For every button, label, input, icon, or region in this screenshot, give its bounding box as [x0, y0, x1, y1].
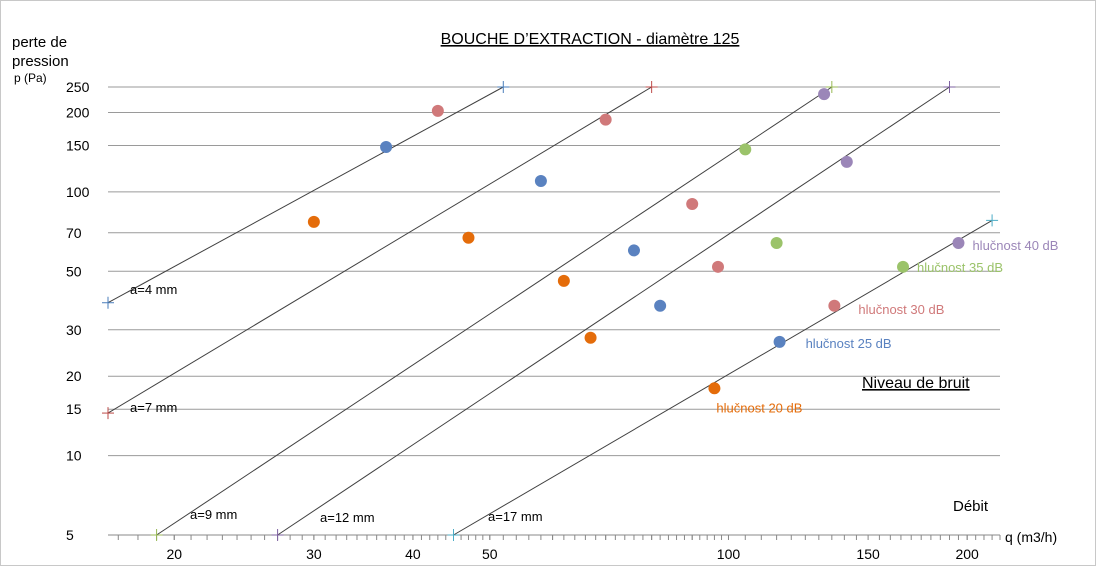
noise-label-hlu-nost-40-db: hlučnost 40 dB: [972, 238, 1058, 253]
noise-point-hlu-nost-30-db: [711, 260, 724, 273]
series-a-17-mm: a=17 mm: [447, 214, 999, 541]
series-endpoint-marker-a-17-mm: [986, 214, 999, 227]
noise-point-hlu-nost-25-db: [534, 175, 547, 188]
series-label-a-4-mm: a=4 mm: [130, 282, 177, 297]
series-endpoint-marker-a-9-mm: [150, 529, 163, 541]
y-tick-label-20: 20: [66, 368, 82, 384]
series-endpoint-marker-a-12-mm: [943, 81, 956, 93]
y-axis-label-line3: p (Pa): [14, 71, 47, 85]
noise-label-hlu-nost-35-db: hlučnost 35 dB: [917, 260, 1003, 275]
noise-point-hlu-nost-20-db: [462, 231, 475, 244]
x-tick-label-50: 50: [482, 546, 498, 562]
x-axis-label: q (m3/h): [1005, 529, 1057, 545]
series-label-a-17-mm: a=17 mm: [488, 509, 543, 524]
noise-point-hlu-nost-30-db: [431, 104, 444, 117]
noise-point-hlu-nost-25-db: [654, 299, 667, 312]
noise-point-hlu-nost-30-db: [599, 113, 612, 126]
noise-points-layer: [307, 88, 965, 395]
series-line-a-9-mm: [156, 86, 833, 536]
series-line-a-12-mm: [277, 86, 950, 536]
series-endpoint-marker-a-9-mm: [825, 81, 838, 93]
x-tick-label-150: 150: [856, 546, 880, 562]
series-line-a-4-mm: [107, 86, 504, 304]
series-endpoint-marker-a-7-mm: [645, 81, 658, 93]
noise-point-hlu-nost-20-db: [307, 215, 320, 228]
noise-point-hlu-nost-35-db: [897, 260, 910, 273]
y-tick-label-10: 10: [66, 448, 82, 464]
y-tick-label-250: 250: [66, 79, 90, 95]
series-endpoint-marker-a-17-mm: [447, 529, 460, 541]
y-tick-label-100: 100: [66, 184, 90, 200]
noise-point-hlu-nost-35-db: [770, 237, 783, 250]
x-tick-label-30: 30: [306, 546, 322, 562]
noise-label-hlu-nost-20-db: hlučnost 20 dB: [716, 400, 802, 415]
noise-point-hlu-nost-20-db: [708, 382, 721, 395]
y-axis-label-line2: pression: [12, 53, 69, 70]
y-tick-label-200: 200: [66, 105, 90, 121]
series-endpoint-marker-a-7-mm: [102, 407, 114, 420]
x-tick-label-20: 20: [166, 546, 182, 562]
noise-point-hlu-nost-20-db: [557, 274, 570, 287]
noise-point-hlu-nost-35-db: [739, 143, 752, 156]
series-label-a-12-mm: a=12 mm: [320, 510, 375, 525]
y-axis-label-line1: perte de: [12, 34, 67, 51]
noise-point-hlu-nost-40-db: [818, 88, 831, 101]
x-axis: 20 30 40 50 100 150 200: [108, 534, 1001, 562]
noise-label-hlu-nost-25-db: hlučnost 25 dB: [806, 336, 892, 351]
y-tick-label-50: 50: [66, 263, 82, 279]
chart-title: BOUCHE D’EXTRACTION - diamètre 125: [441, 31, 740, 48]
x-tick-label-100: 100: [717, 546, 741, 562]
noise-label-hlu-nost-30-db: hlučnost 30 dB: [858, 302, 944, 317]
noise-point-hlu-nost-25-db: [380, 141, 393, 154]
x-axis-caption: Débit: [953, 498, 989, 515]
y-tick-label-5: 5: [66, 527, 74, 543]
series-endpoint-marker-a-4-mm: [102, 296, 114, 309]
noise-point-hlu-nost-25-db: [773, 335, 786, 348]
noise-series-hlu-nost-30-db: [431, 104, 841, 312]
series-endpoint-marker-a-12-mm: [271, 529, 284, 541]
series-a-12-mm: a=12 mm: [271, 81, 956, 541]
noise-labels-layer: hlučnost 20 dB hlučnost 25 dB hlučnost 30 …: [716, 238, 1058, 415]
noise-series-hlu-nost-20-db: [307, 215, 721, 395]
noise-point-hlu-nost-30-db: [686, 197, 699, 210]
noise-series-hlu-nost-25-db: [380, 141, 786, 348]
x-tick-label-40: 40: [405, 546, 421, 562]
y-tick-label-30: 30: [66, 322, 82, 338]
noise-point-hlu-nost-30-db: [828, 299, 841, 312]
noise-point-hlu-nost-25-db: [627, 244, 640, 257]
series-line-a-7-mm: [107, 86, 652, 414]
noise-point-hlu-nost-20-db: [584, 331, 597, 344]
series-a-4-mm: a=4 mm: [102, 81, 510, 309]
noise-point-hlu-nost-40-db: [952, 237, 965, 250]
y-tick-label-150: 150: [66, 137, 90, 153]
series-label-a-7-mm: a=7 mm: [130, 400, 177, 415]
y-tick-label-70: 70: [66, 225, 82, 241]
series-a-9-mm: a=9 mm: [150, 81, 838, 541]
noise-level-caption: Niveau de bruit: [862, 375, 970, 392]
series-layer: a=4 mm a=7 mm a=9 mm a=12 mm a=17 mm: [102, 81, 999, 541]
y-axis: 5 10 15 20 30 50 70 100 150 200 250: [66, 79, 90, 543]
series-endpoint-marker-a-4-mm: [497, 81, 510, 93]
y-tick-label-15: 15: [66, 401, 82, 417]
series-label-a-9-mm: a=9 mm: [190, 507, 237, 522]
noise-series-hlu-nost-35-db: [739, 143, 910, 273]
noise-point-hlu-nost-40-db: [840, 155, 853, 168]
noise-series-hlu-nost-40-db: [818, 88, 965, 250]
series-line-a-17-mm: [453, 219, 993, 536]
x-tick-label-200: 200: [955, 546, 979, 562]
series-a-7-mm: a=7 mm: [102, 81, 658, 420]
